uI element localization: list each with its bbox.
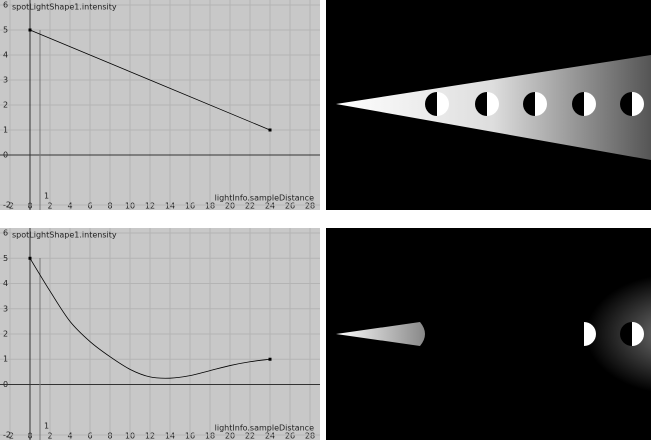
x-tick-label: 24 (265, 202, 275, 211)
x-tick-label: 18 (205, 202, 215, 211)
y-tick-label: 4 (3, 51, 8, 60)
x-tick-label: 22 (245, 202, 255, 211)
x-tick-label: 28 (305, 202, 315, 211)
time-marker-label: 1 (44, 422, 49, 431)
y-tick-label: 2 (3, 330, 8, 339)
chart-title: spotLightShape1.intensity (12, 3, 117, 12)
x-tick-label: 16 (185, 432, 195, 440)
x-tick-label: 18 (205, 432, 215, 440)
time-marker-label: 1 (44, 192, 49, 201)
y-tick-label: 6 (3, 1, 8, 10)
x-tick-label: 20 (225, 432, 235, 440)
x-tick-label: 28 (305, 432, 315, 440)
screenshot: -20246810121416182022242628-201234561spo… (0, 0, 651, 440)
x-tick-label: 8 (107, 432, 112, 440)
y-tick-label: 3 (3, 76, 8, 85)
x-tick-label: 12 (145, 202, 155, 211)
y-tick-label: 3 (3, 304, 8, 313)
x-tick-label: 14 (165, 202, 175, 211)
x-tick-label: 10 (125, 202, 135, 211)
y-tick-label: 4 (3, 279, 8, 288)
keyframe (269, 358, 272, 361)
render-1 (326, 0, 651, 210)
x-tick-label: 2 (47, 432, 52, 440)
x-tick-label: 26 (285, 202, 295, 211)
x-tick-label: 10 (125, 432, 135, 440)
x-axis-label: lightInfo.sampleDistance (215, 194, 314, 203)
x-tick-label: 22 (245, 432, 255, 440)
x-tick-label: 26 (285, 432, 295, 440)
y-tick-label: 2 (3, 101, 8, 110)
x-tick-label: 16 (185, 202, 195, 211)
keyframe (29, 29, 32, 32)
y-tick-label: 5 (3, 26, 8, 35)
x-tick-label: 4 (67, 202, 72, 211)
y-tick-label: 1 (3, 126, 8, 135)
y-tick-label: -2 (3, 430, 11, 439)
keyframe (29, 257, 32, 260)
x-tick-label: 6 (87, 432, 92, 440)
x-axis-label: lightInfo.sampleDistance (215, 424, 314, 433)
render-2 (326, 228, 651, 440)
x-tick-label: 12 (145, 432, 155, 440)
keyframe (269, 129, 272, 132)
x-tick-label: 8 (107, 202, 112, 211)
x-tick-label: 20 (225, 202, 235, 211)
y-tick-label: 1 (3, 355, 8, 364)
y-tick-label: -2 (3, 201, 11, 210)
x-tick-label: 2 (47, 202, 52, 211)
chart-title: spotLightShape1.intensity (12, 231, 117, 240)
x-tick-label: 14 (165, 432, 175, 440)
y-tick-label: 6 (3, 229, 8, 238)
x-tick-label: 24 (265, 432, 275, 440)
x-tick-label: 6 (87, 202, 92, 211)
x-tick-label: 4 (67, 432, 72, 440)
y-tick-label: 5 (3, 254, 8, 263)
